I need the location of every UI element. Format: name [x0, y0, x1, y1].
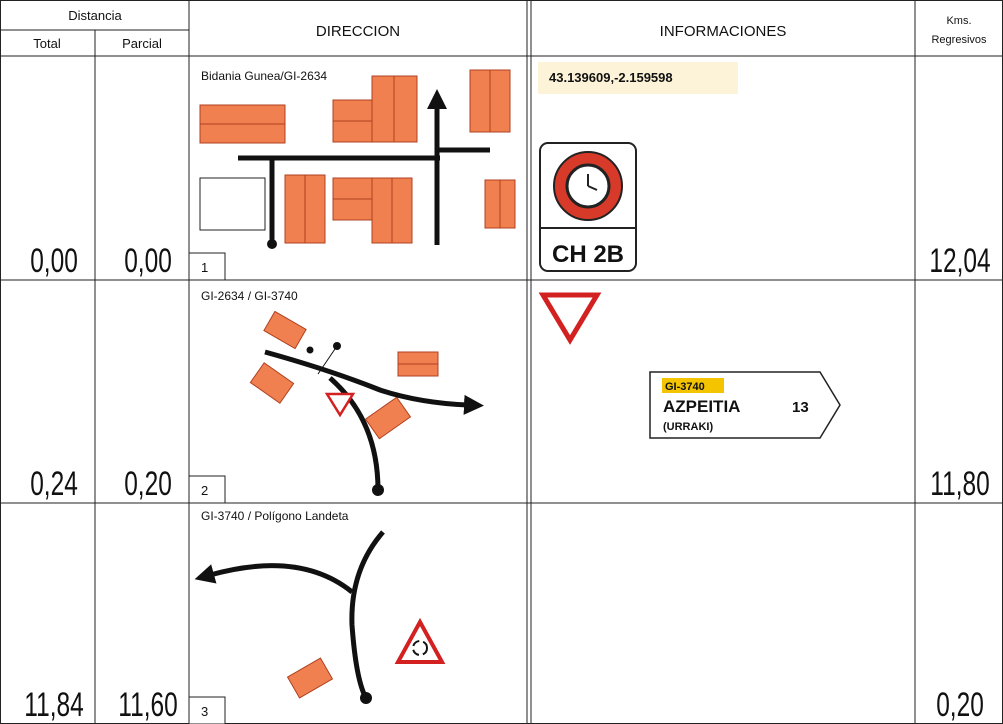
header-distancia: Distancia — [68, 8, 122, 23]
row-3: 11,84 11,60 0,20 GI-3740 / Polígono Land… — [24, 509, 984, 724]
sign-distance: 13 — [792, 399, 809, 416]
ch-sign: CH 2B — [539, 142, 637, 272]
kms: 0,20 — [936, 686, 984, 724]
step-number: 2 — [201, 483, 208, 498]
sign-road: GI-3740 — [665, 381, 705, 393]
step-number: 3 — [201, 704, 208, 719]
header-kms: Kms. — [946, 15, 971, 27]
header-total: Total — [33, 36, 61, 51]
kms: 12,04 — [929, 242, 990, 280]
direction-sign: GI-3740 AZPEITIA 13 (URRAKI) — [649, 371, 841, 439]
diagram — [249, 310, 484, 496]
total: 0,24 — [30, 465, 78, 503]
yield-sign — [538, 292, 602, 345]
total: 11,84 — [24, 686, 83, 724]
kms: 11,80 — [930, 465, 989, 503]
road-label: GI-2634 / GI-3740 — [201, 289, 298, 303]
sign-sub: (URRAKI) — [663, 421, 713, 433]
header-kms: Regresivos — [931, 34, 987, 46]
sign-place: AZPEITIA — [663, 397, 740, 416]
header-parcial: Parcial — [122, 36, 162, 51]
sign-label: CH 2B — [552, 241, 624, 268]
total: 0,00 — [30, 242, 78, 280]
diagram — [199, 69, 516, 249]
road-label: Bidania Gunea/GI-2634 — [201, 69, 327, 83]
parcial: 11,60 — [118, 686, 177, 724]
row-2: 0,24 0,20 11,80 GI-2634 / GI-3740 2 GI-3… — [30, 289, 990, 504]
diagram — [194, 530, 446, 704]
header-informaciones: INFORMACIONES — [660, 23, 787, 40]
row-1: 0,00 0,00 12,04 Bidania Gunea/GI-2634 1 … — [30, 62, 991, 281]
road-label: GI-3740 / Polígono Landeta — [201, 509, 349, 523]
parcial: 0,20 — [124, 465, 172, 503]
step-number: 1 — [201, 260, 208, 275]
header-direccion: DIRECCION — [316, 23, 400, 40]
parcial: 0,00 — [124, 242, 172, 280]
coords: 43.139609,-2.159598 — [549, 70, 673, 85]
